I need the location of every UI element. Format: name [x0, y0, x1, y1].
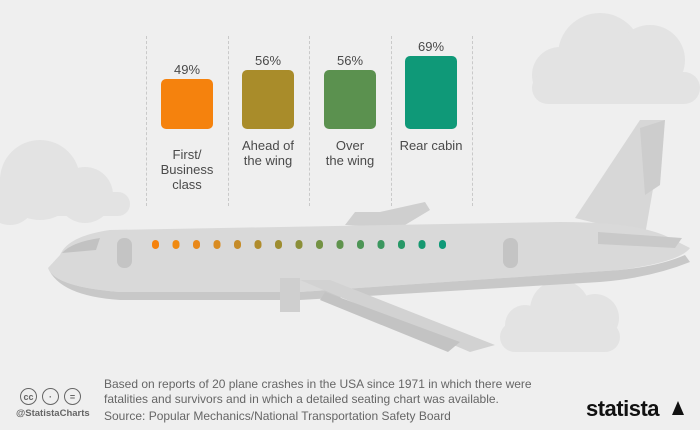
bar-over-wing — [324, 70, 376, 129]
engine — [280, 278, 300, 312]
equals-icon: = — [64, 388, 81, 405]
window-dot — [439, 240, 446, 249]
window-dot — [357, 240, 364, 249]
fuselage — [48, 222, 690, 292]
window-dot — [418, 240, 426, 249]
column-divider — [309, 36, 310, 206]
cc-icon: cc — [20, 388, 37, 405]
horizontal-stabilizer — [598, 232, 682, 248]
value-label: 69% — [417, 39, 445, 54]
bar-ahead-of-wing — [242, 70, 294, 129]
window-dot — [377, 240, 385, 249]
window-dot — [398, 240, 405, 249]
value-label: 49% — [173, 62, 201, 77]
statista-mark-icon — [672, 401, 684, 415]
window-dot — [193, 240, 200, 249]
window-dot — [336, 240, 344, 249]
window-dot — [152, 240, 159, 249]
window-dot — [234, 240, 241, 249]
footnote: Based on reports of 20 plane crashes in … — [104, 377, 532, 406]
near-wing — [300, 280, 495, 352]
value-label: 56% — [336, 53, 364, 68]
bar-rear-cabin — [405, 56, 457, 129]
window-dot — [213, 240, 221, 249]
value-label: 56% — [254, 53, 282, 68]
window-dot — [275, 240, 282, 249]
cockpit-window — [62, 238, 100, 253]
category-label: Rear cabin — [399, 138, 463, 153]
source-line: Source: Popular Mechanics/National Trans… — [104, 409, 451, 423]
column-divider — [391, 36, 392, 206]
category-label: First/ Business class — [160, 147, 214, 192]
far-wing — [345, 202, 430, 228]
category-label: Over the wing — [325, 138, 375, 168]
column-divider — [472, 36, 473, 206]
statista-logo: statista — [586, 396, 660, 421]
cloud-top-right — [532, 13, 700, 104]
column-divider — [146, 36, 147, 206]
statista-handle: @StatistaCharts — [16, 408, 90, 419]
column-divider — [228, 36, 229, 206]
cloud-left — [0, 140, 130, 225]
person-icon: · — [42, 388, 59, 405]
window-dots — [152, 240, 446, 249]
rear-door — [503, 238, 518, 268]
cloud-bottom-right — [500, 280, 620, 352]
bar-first-business — [161, 79, 213, 129]
window-dot — [295, 240, 303, 249]
window-dot — [316, 240, 323, 249]
front-door — [117, 238, 132, 268]
window-dot — [254, 240, 262, 249]
category-label: Ahead of the wing — [241, 138, 295, 168]
window-dot — [172, 240, 180, 249]
airplane-illustration — [48, 120, 690, 352]
